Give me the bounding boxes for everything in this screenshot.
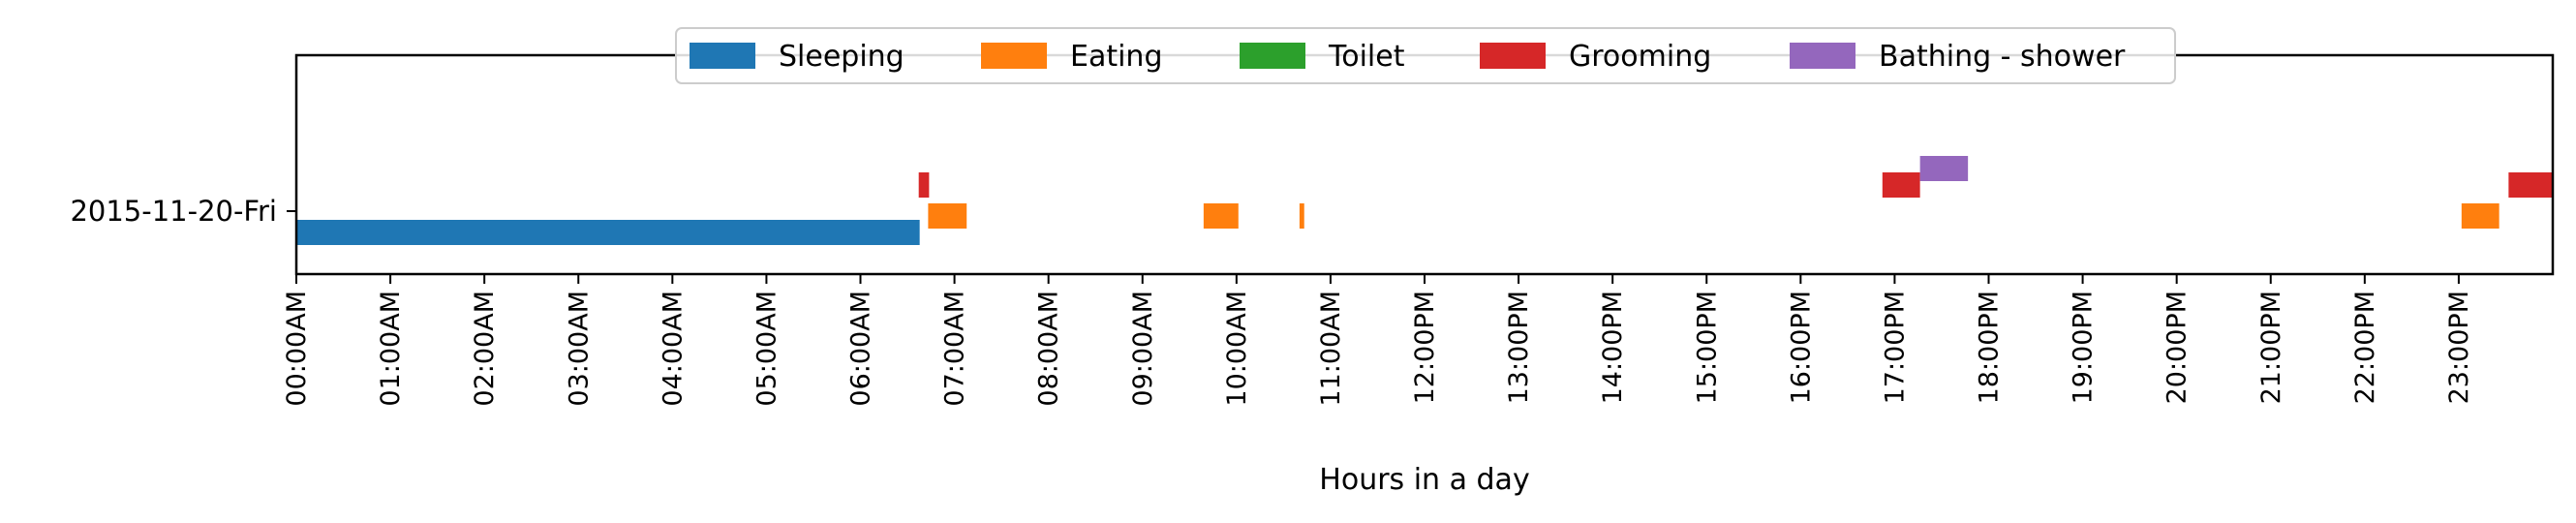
x-tick-label: 18:00PM: [1975, 291, 2005, 404]
x-tick-label: 01:00AM: [376, 291, 406, 407]
x-tick-label: 07:00AM: [940, 291, 970, 407]
x-tick-label: 16:00PM: [1786, 291, 1816, 404]
bathing-shower-bar-0: [1919, 156, 1969, 181]
legend-swatch-grooming: [1480, 43, 1546, 69]
y-tick-label: 2015-11-20-Fri: [70, 195, 277, 228]
x-tick-label: 20:00PM: [2162, 291, 2193, 404]
x-tick-label: 21:00PM: [2256, 291, 2286, 404]
sleeping-bar-0: [296, 220, 920, 245]
x-tick-label: 08:00AM: [1034, 291, 1064, 407]
x-tick-label: 02:00AM: [470, 291, 500, 407]
x-tick-label: 11:00AM: [1316, 291, 1346, 407]
legend-label-grooming: Grooming: [1569, 40, 1711, 74]
x-tick-label: 14:00PM: [1598, 291, 1628, 404]
x-tick-label: 04:00AM: [658, 291, 688, 407]
x-tick-label: 19:00PM: [2069, 291, 2099, 404]
x-axis: 00:00AM 01:00AM 02:00AM 03:00AM 04:00AM 05:00…: [282, 274, 2474, 407]
legend-label-toilet: Toilet: [1328, 40, 1405, 74]
legend-swatch-eating: [981, 43, 1047, 69]
legend-swatch-bathing-shower: [1790, 43, 1855, 69]
x-tick-label: 03:00AM: [564, 291, 594, 407]
x-tick-label: 00:00AM: [282, 291, 312, 407]
x-tick-label: 13:00PM: [1504, 291, 1534, 404]
legend: Sleeping Eating Toilet Grooming Bathing - sh…: [675, 27, 2176, 84]
y-axis: 2015-11-20-Fri: [70, 195, 296, 228]
x-tick-label: 10:00AM: [1222, 291, 1252, 407]
x-axis-label: Hours in a day: [1319, 463, 1529, 497]
grooming-bar-1: [1882, 172, 1920, 198]
x-tick-label: 17:00PM: [1880, 291, 1910, 404]
legend-swatch-sleeping: [690, 43, 755, 69]
legend-label-sleeping: Sleeping: [779, 40, 905, 74]
eating-bar-1: [1203, 203, 1239, 229]
eating-bar-3: [2461, 203, 2499, 229]
legend-swatch-toilet: [1240, 43, 1305, 69]
x-tick-label: 09:00AM: [1128, 291, 1158, 407]
eating-bar-2: [1299, 203, 1304, 229]
grooming-bar-0: [918, 172, 930, 198]
grooming-bar-2: [2508, 172, 2553, 198]
x-tick-label: 12:00PM: [1410, 291, 1440, 404]
bars-layer: [296, 156, 2553, 245]
x-tick-label: 22:00PM: [2350, 291, 2380, 404]
legend-box: [675, 27, 2176, 84]
legend-label-eating: Eating: [1070, 40, 1163, 74]
x-tick-label: 15:00PM: [1692, 291, 1722, 404]
eating-bar-0: [928, 203, 967, 229]
legend-label-bathing-shower: Bathing - shower: [1879, 40, 2126, 74]
x-tick-label: 23:00PM: [2444, 291, 2474, 404]
x-tick-label: 06:00AM: [846, 291, 876, 407]
x-tick-label: 05:00AM: [751, 291, 782, 407]
